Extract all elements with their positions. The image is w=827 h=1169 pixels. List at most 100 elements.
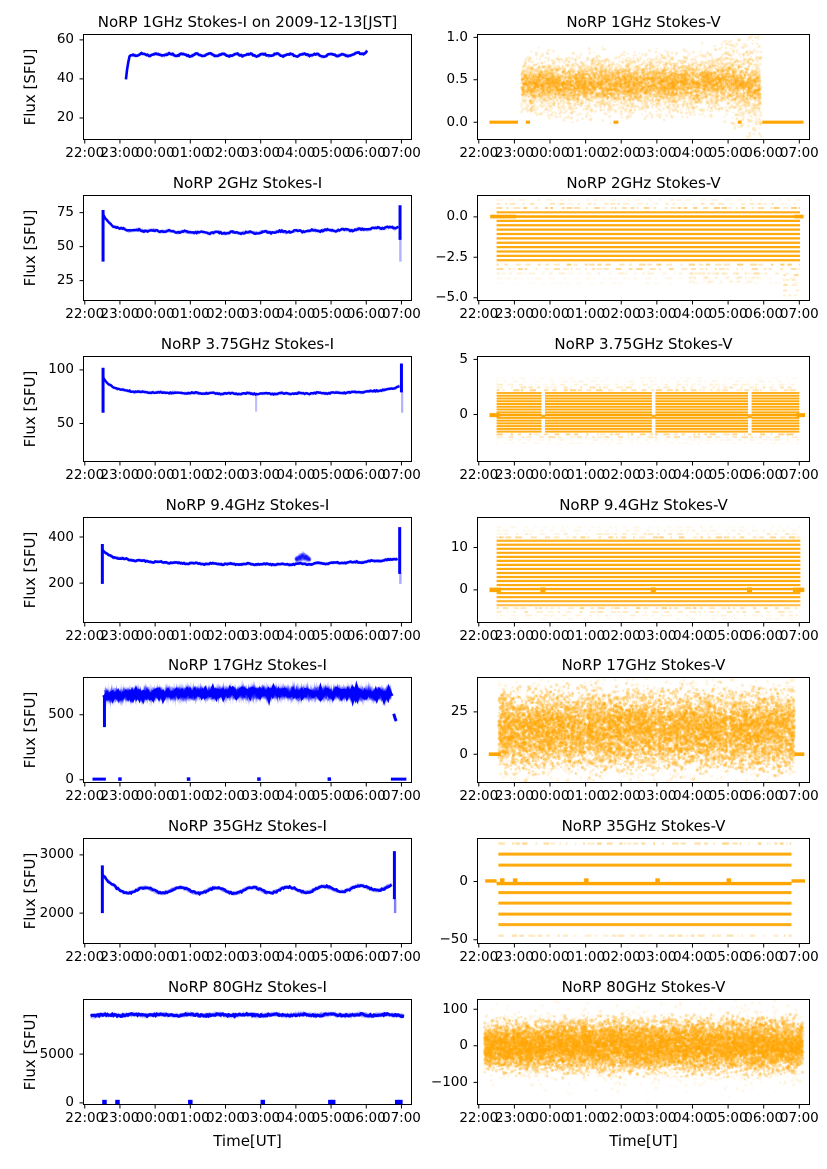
x-tick-label: 01:00 bbox=[170, 145, 210, 161]
x-tick-label: 01:00 bbox=[170, 1110, 210, 1126]
x-tick-label: 07:00 bbox=[381, 306, 421, 322]
x-tick-label: 02:00 bbox=[601, 306, 641, 322]
x-tick-label: 05:00 bbox=[311, 467, 351, 483]
y-tick-label: 0 bbox=[459, 581, 468, 598]
subplot-title: NoRP 17GHz Stokes-V bbox=[561, 656, 726, 674]
y-tick-label: 75 bbox=[56, 204, 74, 221]
x-tick-label: 04:00 bbox=[276, 788, 316, 804]
x-tick-label: 04:00 bbox=[673, 788, 712, 804]
x-tick-label: 23:00 bbox=[494, 949, 534, 965]
x-tick-label: 01:00 bbox=[566, 1110, 606, 1126]
x-tick-label: 02:00 bbox=[601, 788, 641, 804]
x-tick-label: 06:00 bbox=[744, 628, 784, 644]
x-tick-label: 03:00 bbox=[637, 628, 677, 644]
x-tick-label: 01:00 bbox=[170, 788, 210, 804]
x-tick-label: 23:00 bbox=[494, 1110, 534, 1126]
plot-canvas bbox=[77, 995, 416, 1111]
x-tick-label: 03:00 bbox=[241, 628, 281, 644]
x-tick-label: 04:00 bbox=[276, 1110, 316, 1126]
x-tick-label: 22:00 bbox=[459, 628, 499, 644]
x-tick-label: 06:00 bbox=[346, 788, 386, 804]
plot-canvas bbox=[471, 834, 814, 950]
x-tick-label: 05:00 bbox=[708, 788, 748, 804]
x-tick-label: 06:00 bbox=[744, 788, 784, 804]
x-tick-label: 01:00 bbox=[170, 306, 210, 322]
y-tick-label: 0 bbox=[459, 872, 468, 889]
x-tick-label: 00:00 bbox=[135, 467, 175, 483]
x-tick-label: 23:00 bbox=[100, 306, 140, 322]
x-tick-label: 05:00 bbox=[311, 628, 351, 644]
y-tick-label: 10 bbox=[450, 539, 468, 556]
x-tick-label: 00:00 bbox=[530, 788, 570, 804]
x-tick-label: 04:00 bbox=[673, 467, 712, 483]
x-tick-label: 04:00 bbox=[673, 1110, 712, 1126]
x-tick-label: 23:00 bbox=[100, 949, 140, 965]
x-tick-label: 01:00 bbox=[566, 949, 606, 965]
x-tick-label: 22:00 bbox=[65, 467, 105, 483]
y-tick-label: 0 bbox=[459, 745, 468, 762]
x-tick-label: 02:00 bbox=[206, 628, 245, 644]
x-tick-label: 22:00 bbox=[459, 949, 499, 965]
x-tick-label: 01:00 bbox=[170, 628, 210, 644]
x-tick-label: 02:00 bbox=[206, 306, 245, 322]
y-tick-label: 1.0 bbox=[446, 28, 468, 45]
x-tick-label: 05:00 bbox=[311, 306, 351, 322]
x-tick-label: 07:00 bbox=[779, 628, 819, 644]
x-tick-label: 01:00 bbox=[566, 628, 606, 644]
x-tick-label: 03:00 bbox=[637, 949, 677, 965]
x-tick-label: 03:00 bbox=[241, 467, 281, 483]
plot-canvas bbox=[471, 673, 814, 789]
x-tick-label: 01:00 bbox=[566, 306, 606, 322]
x-tick-label: 07:00 bbox=[779, 145, 819, 161]
subplot-title: NoRP 1GHz Stokes-I on 2009-12-13[JST] bbox=[97, 13, 398, 31]
x-tick-label: 07:00 bbox=[779, 788, 819, 804]
y-tick-label: 3000 bbox=[39, 846, 74, 863]
x-tick-label: 04:00 bbox=[276, 467, 316, 483]
x-tick-label: 03:00 bbox=[241, 1110, 281, 1126]
x-tick-label: 00:00 bbox=[530, 145, 570, 161]
x-tick-label: 02:00 bbox=[206, 145, 245, 161]
x-tick-label: 04:00 bbox=[673, 949, 712, 965]
x-tick-label: 23:00 bbox=[494, 145, 534, 161]
y-tick-label: 5000 bbox=[39, 1045, 74, 1062]
subplot-title: NoRP 2GHz Stokes-V bbox=[566, 174, 721, 192]
x-tick-label: 07:00 bbox=[381, 145, 421, 161]
x-tick-label: 02:00 bbox=[206, 1110, 245, 1126]
subplot-title: NoRP 80GHz Stokes-I bbox=[168, 978, 327, 996]
x-tick-label: 04:00 bbox=[673, 145, 712, 161]
y-tick-label: 50 bbox=[56, 414, 74, 431]
x-tick-label: 23:00 bbox=[100, 145, 140, 161]
x-tick-label: 03:00 bbox=[241, 306, 281, 322]
plot-canvas bbox=[471, 191, 814, 307]
subplot-title: NoRP 1GHz Stokes-V bbox=[566, 13, 721, 31]
x-tick-label: 07:00 bbox=[381, 1110, 421, 1126]
y-tick-label: −50 bbox=[439, 931, 469, 948]
x-tick-label: 01:00 bbox=[170, 949, 210, 965]
y-tick-label: 0.0 bbox=[446, 208, 468, 225]
x-tick-label: 23:00 bbox=[494, 628, 534, 644]
y-tick-label: 2000 bbox=[39, 904, 74, 921]
y-tick-label: 0 bbox=[65, 771, 74, 788]
y-tick-label: 0 bbox=[459, 1037, 468, 1054]
x-tick-label: 00:00 bbox=[135, 949, 175, 965]
x-tick-label: 23:00 bbox=[494, 788, 534, 804]
x-tick-label: 06:00 bbox=[346, 628, 386, 644]
x-tick-label: 05:00 bbox=[708, 1110, 748, 1126]
x-tick-label: 07:00 bbox=[381, 628, 421, 644]
x-tick-label: 23:00 bbox=[100, 628, 140, 644]
x-tick-label: 01:00 bbox=[170, 467, 210, 483]
y-axis-label: Flux [SFU] bbox=[21, 691, 39, 769]
x-tick-label: 05:00 bbox=[708, 628, 748, 644]
x-tick-label: 22:00 bbox=[65, 628, 105, 644]
x-tick-label: 23:00 bbox=[100, 788, 140, 804]
x-tick-label: 05:00 bbox=[708, 949, 748, 965]
x-tick-label: 06:00 bbox=[744, 306, 784, 322]
x-tick-label: 23:00 bbox=[100, 467, 140, 483]
x-tick-label: 22:00 bbox=[65, 306, 105, 322]
x-tick-label: 01:00 bbox=[566, 788, 606, 804]
x-tick-label: 06:00 bbox=[744, 467, 784, 483]
y-tick-label: 400 bbox=[48, 528, 74, 545]
x-tick-label: 03:00 bbox=[241, 788, 281, 804]
x-tick-label: 00:00 bbox=[530, 1110, 570, 1126]
